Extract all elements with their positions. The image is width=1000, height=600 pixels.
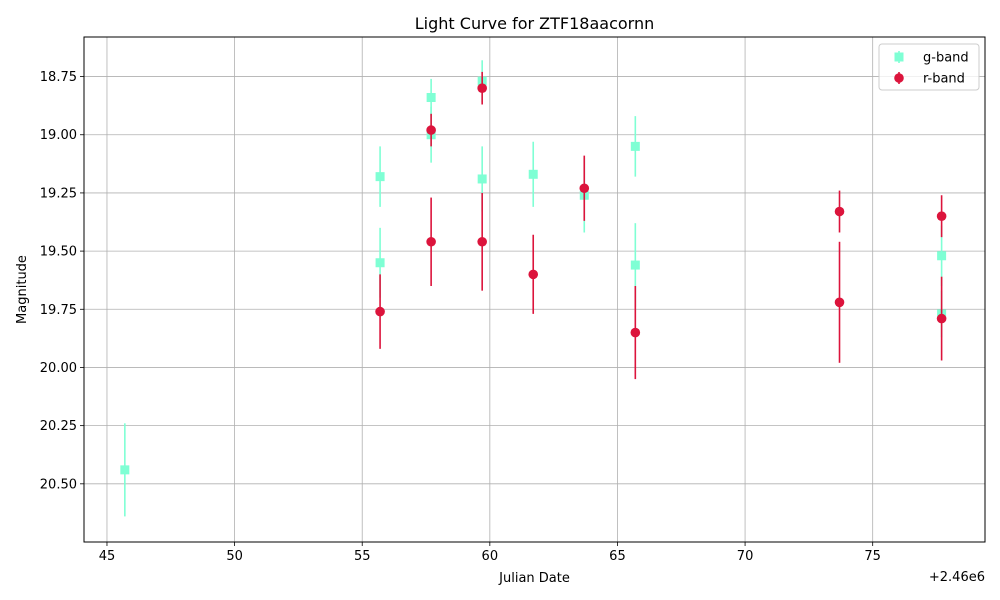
g-band-point [120, 465, 130, 475]
legend: g-band r-band [878, 43, 980, 91]
r-band-point [936, 211, 947, 221]
x-tick-label: 45 [99, 549, 116, 564]
g-band-point [630, 260, 640, 270]
x-tick-label: 60 [482, 549, 499, 564]
y-tick-label: 19.50 [40, 245, 77, 260]
x-tick-label: 65 [609, 549, 626, 564]
r-band-point [477, 83, 487, 93]
r-band-point [426, 236, 436, 247]
legend-box [878, 43, 980, 91]
y-tick-label: 18.75 [40, 70, 77, 85]
series-r-band [375, 71, 947, 380]
g-band-point [528, 169, 538, 179]
y-tick-label: 20.50 [40, 477, 77, 492]
legend-r-band-marker [894, 73, 904, 83]
r-band-point [528, 269, 539, 280]
x-tick-label: 55 [354, 549, 371, 564]
chart-title: Light Curve for ZTF18aacornn [415, 14, 654, 33]
legend-entry-g-band: g-band [894, 51, 969, 66]
legend-g-band-marker [894, 52, 904, 62]
g-band-point [375, 172, 385, 182]
g-band-point [477, 174, 487, 184]
legend-g-band-label: g-band [923, 51, 969, 66]
g-band-point [426, 93, 436, 103]
legend-r-band-label: r-band [923, 72, 965, 87]
x-axis-offset-label: +2.46e6 [929, 570, 985, 585]
legend-entry-r-band: r-band [894, 72, 965, 87]
grid [84, 37, 985, 542]
y-axis-label: Magnitude [15, 255, 30, 324]
plot-frame [83, 36, 986, 543]
r-band-point [630, 327, 641, 338]
g-band-point [375, 258, 385, 268]
y-tick-label: 19.25 [40, 186, 77, 201]
y-tick-label: 19.00 [40, 128, 77, 143]
series-layer [120, 60, 947, 517]
g-band-point [630, 141, 640, 151]
y-tick-label: 20.25 [40, 419, 77, 434]
y-tick-label: 19.75 [40, 303, 77, 318]
r-band-point [375, 306, 385, 317]
x-tick-label: 50 [226, 549, 243, 564]
x-tick-label: 75 [864, 549, 881, 564]
r-band-point [477, 236, 487, 247]
r-band-point [936, 313, 947, 324]
axis-ticks: 45 50 55 60 65 70 75 18.75 19.00 19.25 19.50 19.75 2… [40, 70, 881, 564]
r-band-point [426, 125, 436, 135]
x-axis-label: Julian Date [498, 571, 570, 586]
y-tick-label: 20.00 [40, 361, 77, 376]
g-band-point [937, 251, 947, 261]
r-band-point [834, 206, 845, 217]
r-band-point [834, 297, 845, 308]
x-tick-label: 70 [737, 549, 754, 564]
r-band-point [579, 183, 590, 194]
